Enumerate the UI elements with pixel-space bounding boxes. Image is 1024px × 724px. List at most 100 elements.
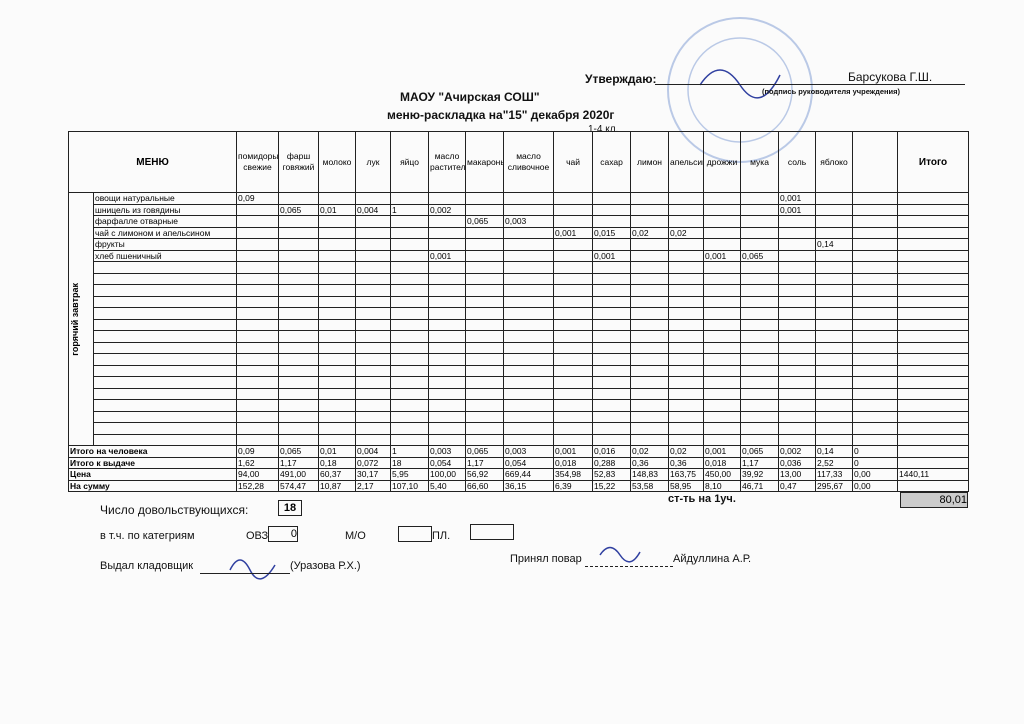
cell (778, 399, 817, 412)
approver: Барсукова Г.Ш. (848, 70, 933, 84)
cell (897, 238, 970, 251)
cell (318, 272, 357, 285)
cell (236, 307, 280, 320)
cell (318, 422, 357, 435)
cell (503, 238, 555, 251)
cell (318, 410, 357, 423)
row: Итого на человека 0,09 0,065 0,01 0,004 1 0,00… (67, 445, 970, 458)
cell (318, 226, 357, 239)
cell (703, 341, 742, 354)
cell (553, 364, 594, 377)
cell (390, 307, 430, 320)
cell (778, 261, 817, 274)
cell (897, 307, 970, 320)
cell (668, 387, 705, 400)
cell (592, 422, 632, 435)
cell (355, 318, 392, 331)
cell (740, 192, 780, 205)
cell: 0,36 (668, 456, 705, 469)
cell (668, 433, 705, 446)
cell (503, 192, 555, 205)
cell (630, 433, 670, 446)
cell (897, 399, 970, 412)
cell (740, 364, 780, 377)
cell (897, 456, 970, 469)
cell (355, 307, 392, 320)
cell: 148,83 (630, 468, 670, 481)
cell: 0,001 (553, 445, 594, 458)
cell: 53,58 (630, 479, 670, 492)
cell (852, 272, 899, 285)
cell (703, 387, 742, 400)
cell (815, 318, 854, 331)
cell (278, 192, 320, 205)
cell: 8,10 (703, 479, 742, 492)
cell (428, 376, 467, 389)
cell: 0,065 (465, 445, 505, 458)
cell (318, 192, 357, 205)
cell: 0,004 (355, 203, 392, 216)
cell (630, 318, 670, 331)
cell (703, 284, 742, 297)
cell (236, 295, 280, 308)
cell (592, 410, 632, 423)
cell (852, 131, 899, 193)
cell (668, 353, 705, 366)
cell (630, 387, 670, 400)
cell (465, 249, 505, 262)
pl-label: ПЛ. (432, 530, 451, 542)
cell (390, 272, 430, 285)
cell (592, 215, 632, 228)
cell (503, 387, 555, 400)
cell: 1,62 (236, 456, 280, 469)
cell: мука (740, 131, 780, 193)
cell (668, 399, 705, 412)
cell (428, 422, 467, 435)
cell (465, 203, 505, 216)
cell (897, 433, 970, 446)
cell (92, 364, 238, 377)
cell (92, 341, 238, 354)
cell (668, 192, 705, 205)
cell (465, 330, 505, 343)
cell: 5,40 (428, 479, 467, 492)
cell (428, 226, 467, 239)
cell (852, 295, 899, 308)
cell (592, 295, 632, 308)
cell (740, 284, 780, 297)
cell (92, 387, 238, 400)
cell (703, 203, 742, 216)
cell (815, 330, 854, 343)
cell (815, 272, 854, 285)
cell (236, 284, 280, 297)
cell (852, 422, 899, 435)
cell: 1 (390, 445, 430, 458)
cell: 0,054 (428, 456, 467, 469)
cell (852, 410, 899, 423)
cell: 52,83 (592, 468, 632, 481)
cell (390, 284, 430, 297)
grade: 1-4 кл. (588, 124, 619, 135)
cell (703, 330, 742, 343)
cell (630, 295, 670, 308)
cell (778, 330, 817, 343)
cell (778, 318, 817, 331)
cell (815, 307, 854, 320)
cell (390, 330, 430, 343)
received-label: Принял повар (510, 553, 582, 565)
cell (236, 249, 280, 262)
group-label: горячий завтрак (70, 282, 80, 356)
cell: 152,28 (236, 479, 280, 492)
cell: 2,52 (815, 456, 854, 469)
line (655, 84, 965, 85)
cell (465, 238, 505, 251)
cell (236, 318, 280, 331)
cell (318, 387, 357, 400)
cell (740, 341, 780, 354)
cell (236, 387, 280, 400)
row (69, 387, 970, 400)
cell: 117,33 (815, 468, 854, 481)
cell: МЕНЮ (67, 131, 238, 193)
cell (703, 399, 742, 412)
cell (390, 192, 430, 205)
